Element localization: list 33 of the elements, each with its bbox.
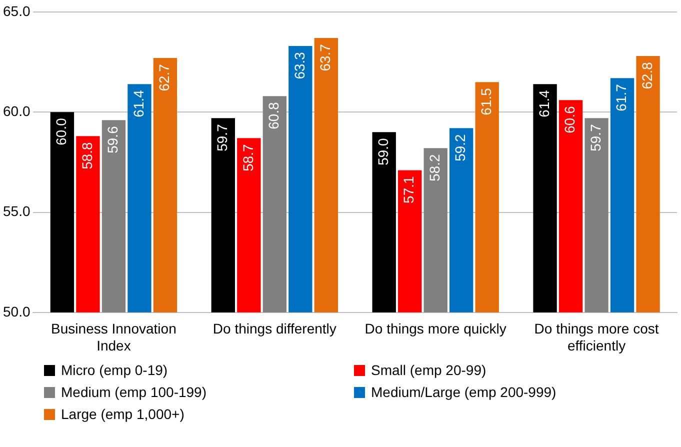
data-label: 59.2	[452, 134, 468, 162]
data-label: 59.7	[214, 124, 230, 152]
data-label: 60.6	[562, 106, 578, 134]
data-label: 59.6	[104, 126, 121, 154]
y-tick-label: 55.0	[3, 203, 30, 220]
data-label: 60.0	[53, 118, 70, 146]
x-tick-label: Do things differently	[212, 320, 336, 337]
legend-label: Small (emp 20-99)	[371, 362, 486, 378]
y-tick-label: 65.0	[3, 2, 30, 19]
x-tick-label: Do things more quickly	[364, 320, 506, 337]
data-label: 61.7	[613, 84, 630, 112]
data-label: 61.4	[130, 90, 146, 118]
data-label: 58.8	[78, 142, 95, 170]
data-label: 63.3	[291, 52, 308, 80]
x-tick-label: Do things more cost efficiently	[534, 320, 659, 354]
legend-label: Micro (emp 0-19)	[61, 362, 168, 378]
data-label: 59.0	[374, 138, 391, 166]
legend-label: Medium (emp 100-199)	[61, 384, 207, 400]
data-label: 59.7	[587, 124, 604, 152]
data-label: 57.1	[400, 176, 417, 204]
data-label: 62.7	[156, 64, 172, 92]
y-tick-label: 60.0	[3, 102, 30, 119]
legend-label: Large (emp 1,000+)	[61, 406, 184, 422]
data-label: 60.8	[266, 102, 282, 130]
data-label: 58.7	[240, 144, 256, 172]
data-label: 63.7	[317, 44, 334, 72]
data-label: 62.8	[638, 62, 655, 90]
data-label: 61.4	[536, 90, 552, 118]
legend-label: Medium/Large (emp 200-999)	[371, 384, 556, 400]
x-tick-label: Business Innovation Index	[51, 320, 176, 354]
data-label: 58.2	[426, 154, 442, 182]
data-label: 61.5	[478, 88, 494, 116]
y-tick-label: 50.0	[3, 303, 30, 320]
